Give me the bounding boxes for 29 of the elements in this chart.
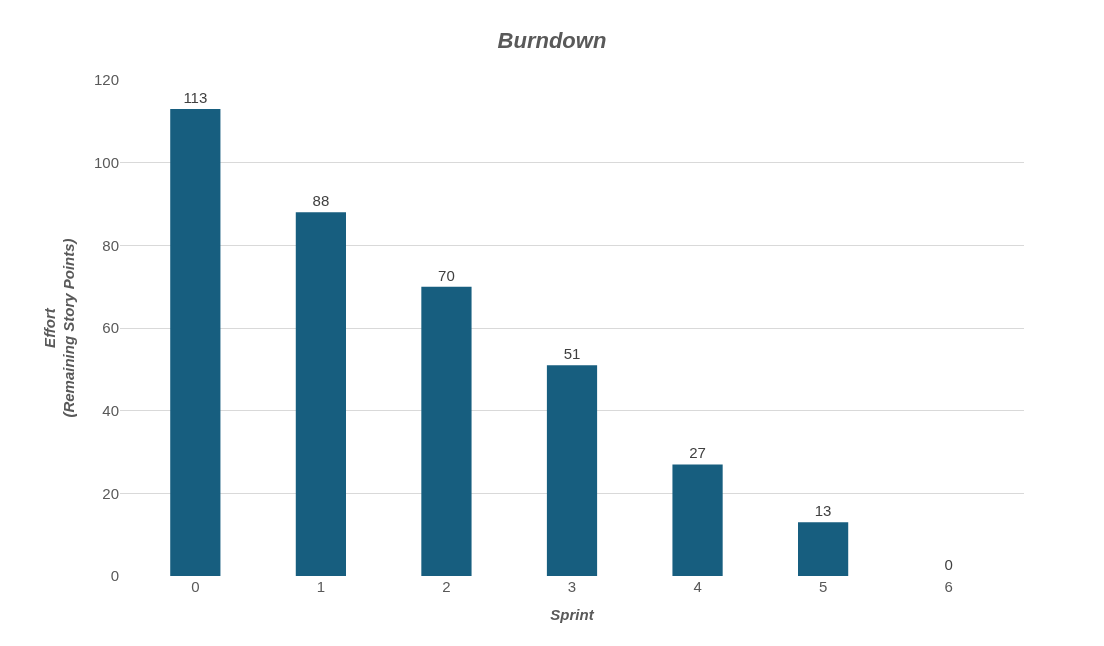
data-label: 51 — [563, 345, 581, 363]
chart-title: Burndown — [497, 27, 607, 53]
y-tick-label: 60 — [102, 319, 119, 337]
y-tick-label: 80 — [102, 236, 119, 254]
data-label: 27 — [689, 444, 706, 462]
y-tick-label: 20 — [102, 484, 119, 502]
x-tick-label: 0 — [191, 578, 200, 595]
data-label: 70 — [438, 266, 455, 284]
data-label: 88 — [312, 192, 330, 210]
bar — [421, 286, 472, 576]
data-label: 13 — [814, 502, 832, 520]
x-tick-label: 3 — [567, 578, 577, 595]
bar — [798, 522, 849, 576]
x-tick-label: 5 — [818, 578, 828, 595]
bar — [546, 365, 598, 576]
y-axis-title: Effort (Remaining Story Points) — [40, 238, 78, 418]
y-tick-label: 100 — [93, 153, 119, 171]
bar — [672, 464, 723, 576]
y-tick-label: 120 — [93, 71, 119, 89]
y-tick-label: 40 — [102, 401, 119, 419]
data-label: 0 — [944, 556, 953, 573]
x-tick-label: 1 — [316, 578, 326, 595]
data-label: 113 — [183, 88, 208, 106]
x-tick-label: 4 — [693, 578, 702, 595]
x-tick-label: 6 — [944, 578, 953, 595]
bar — [170, 108, 221, 576]
x-axis-title: Sprint — [550, 606, 595, 623]
x-tick-label: 2 — [442, 578, 451, 595]
bar — [295, 212, 346, 576]
